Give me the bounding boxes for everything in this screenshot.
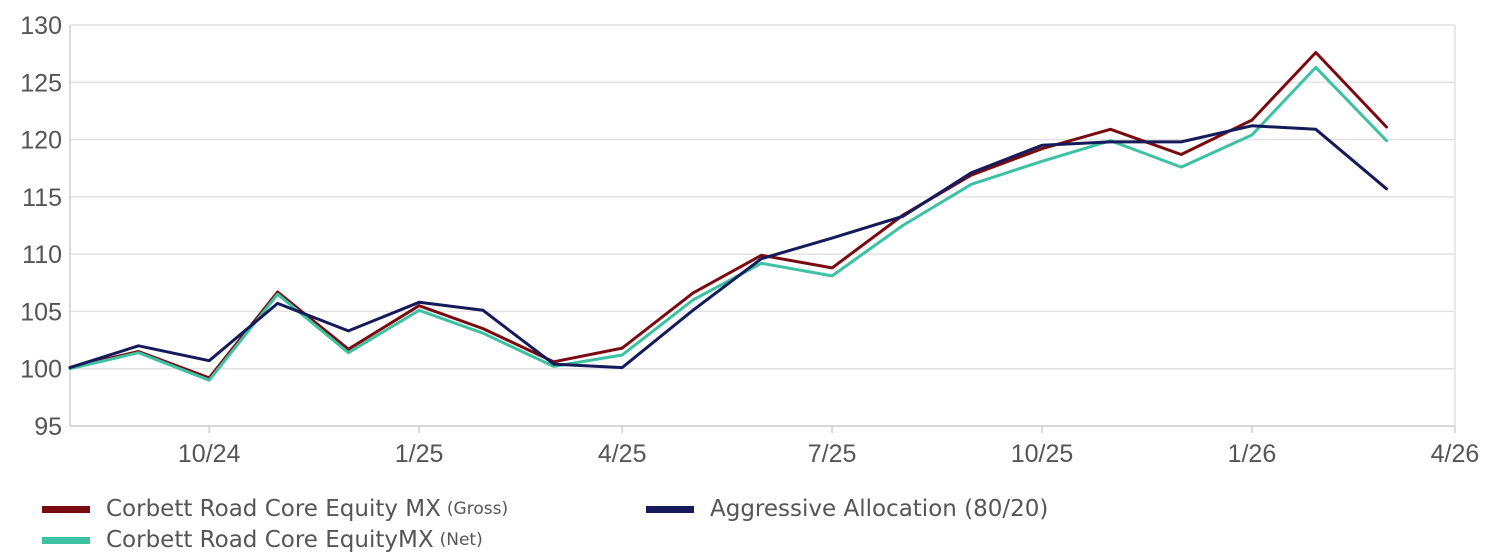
x-tick-label: 10/25 — [1011, 440, 1074, 468]
y-tick-label: 100 — [20, 356, 62, 384]
y-tick-label: 115 — [22, 184, 62, 212]
y-tick-label: 125 — [20, 69, 62, 97]
x-tick-label: 4/25 — [598, 440, 647, 468]
y-tick-label: 105 — [20, 298, 62, 326]
series-line-1 — [68, 65, 1388, 382]
x-axis: 10/24 1/25 4/25 7/25 10/25 1/26 4/26 — [70, 425, 1480, 468]
series-line-0 — [68, 51, 1388, 380]
y-axis: 95 100 105 110 115 120 125 130 — [20, 12, 71, 441]
y-tick-label: 95 — [34, 413, 62, 441]
x-tick-label: 1/26 — [1228, 440, 1277, 468]
x-tick-label: 4/26 — [1431, 440, 1480, 468]
grid-lines — [70, 24, 1456, 427]
y-tick-label: 130 — [20, 12, 62, 40]
y-tick-label: 110 — [22, 241, 62, 269]
series-lines — [68, 51, 1388, 382]
series-line-2 — [68, 124, 1388, 370]
x-tick-label: 10/24 — [178, 440, 241, 468]
y-tick-label: 120 — [20, 127, 62, 155]
x-tick-label: 1/25 — [395, 440, 444, 468]
x-tick-label: 7/25 — [808, 440, 857, 468]
